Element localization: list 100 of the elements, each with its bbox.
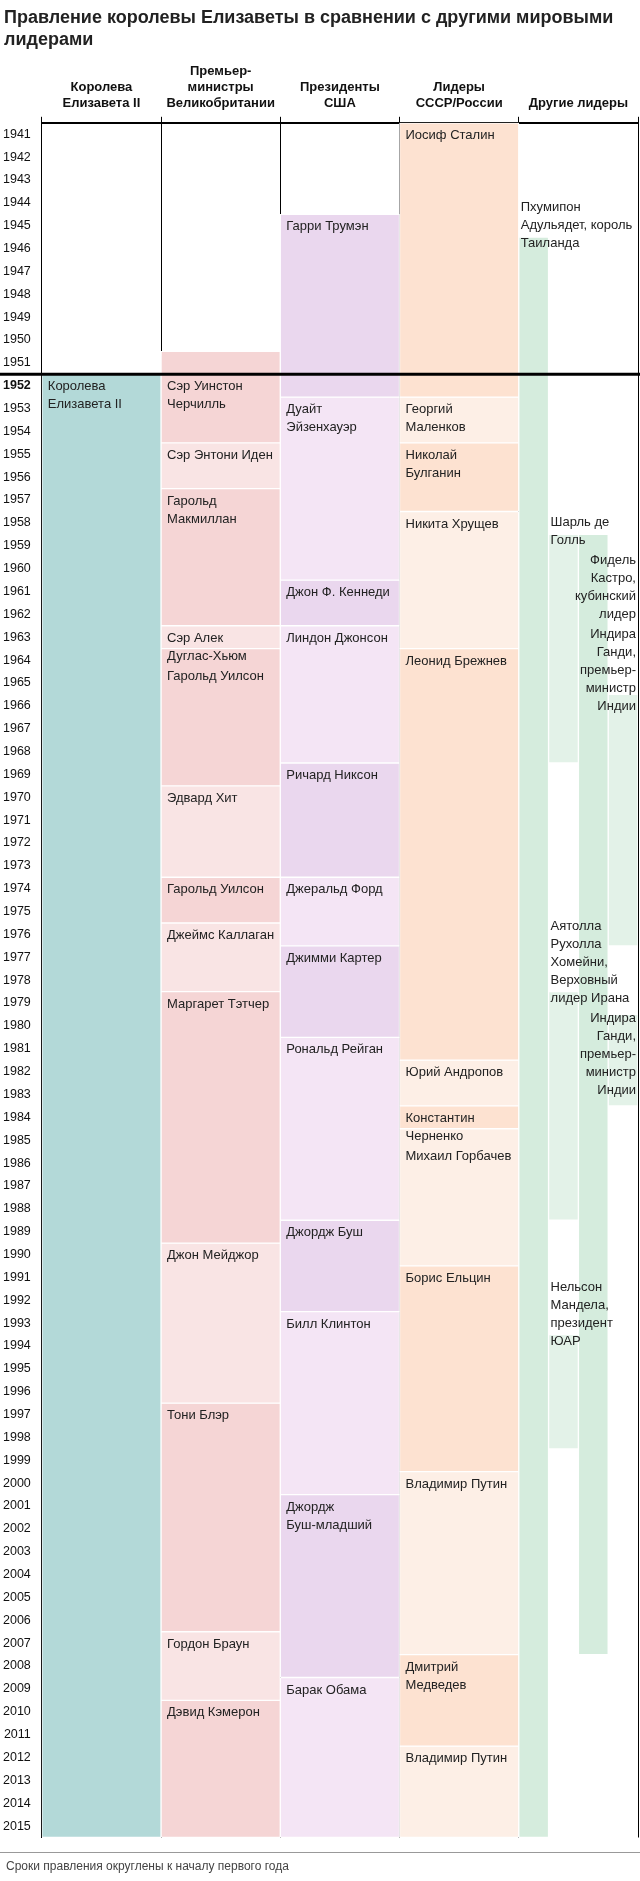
y-tick-label: 2006 <box>3 1612 31 1627</box>
y-tick-label: 1970 <box>3 789 31 804</box>
y-tick-label: 1946 <box>3 241 31 255</box>
y-tick-label: 1994 <box>3 1338 31 1353</box>
y-tick-label: 1996 <box>3 1384 31 1399</box>
y-tick-label: 1973 <box>3 858 31 873</box>
y-tick-label: 2000 <box>3 1475 31 1490</box>
y-tick-label: 2011 <box>3 1727 31 1742</box>
y-tick-label: 2015 <box>3 1818 31 1833</box>
series-label: Билл Клинтон <box>286 1315 371 1331</box>
y-tick-label: 1962 <box>3 606 31 621</box>
y-tick-label: 1990 <box>3 1246 31 1261</box>
series-label: Джеральд Форд <box>286 881 384 897</box>
series-label: Джордж Буш <box>286 1224 364 1240</box>
y-tick-label: 1972 <box>3 835 31 850</box>
series-label: Никита Хрущев <box>405 515 499 531</box>
y-tick-label: 2010 <box>3 1704 31 1719</box>
y-tick-label: 1976 <box>3 926 31 941</box>
series-label: Пхумипон Адульядет, король Таиланда <box>520 199 633 251</box>
series-label: Шарль де Голль <box>550 514 610 548</box>
series-label: Ричард Никсон <box>286 767 378 783</box>
series-label: Георгий Маленков <box>405 401 466 435</box>
series-label: Нельсон Мандела, президент ЮАР <box>550 1278 613 1348</box>
y-tick-label: 1959 <box>3 538 31 553</box>
series-label: Тони Блэр <box>167 1407 230 1423</box>
y-tick-label: 2007 <box>3 1635 31 1650</box>
y-tick-label: 1977 <box>3 949 31 964</box>
series-label: Линдон Джонсон <box>286 629 388 645</box>
y-tick-label: 1952 <box>3 378 31 393</box>
x-tick-label: Другие лидеры <box>528 94 629 110</box>
series-label: Аятолла Рухолла Хомейни, Верховный лидер Ирана <box>550 917 631 1005</box>
y-tick-label: 1992 <box>3 1292 31 1307</box>
series-label: Дмитрий Медведев <box>405 1658 467 1692</box>
series-label: Рональд Рейган <box>286 1041 384 1057</box>
series-label: Николай Булганин <box>405 446 461 480</box>
y-tick-label: 2013 <box>3 1772 31 1787</box>
y-tick-label: 1951 <box>3 355 31 370</box>
y-tick-label: 1953 <box>3 401 31 416</box>
y-tick-label: 1989 <box>3 1224 31 1239</box>
series-label: Михаил Горбачев <box>405 1147 512 1163</box>
y-tick-label: 1979 <box>3 995 31 1010</box>
series-label: Джон Мейджор <box>167 1247 259 1263</box>
series-label: Индира Ганди, премьер-министр Индии <box>580 626 637 714</box>
y-tick-label: 2009 <box>3 1681 31 1696</box>
y-tick-label: 1998 <box>3 1429 31 1444</box>
y-tick-label: 1942 <box>3 149 31 164</box>
y-tick-label: 1971 <box>3 812 31 827</box>
series-label: Джон Ф. Кеннеди <box>286 584 390 600</box>
chart-title: Правление королевы Елизаветы в сравнении с другими мировыми лидерами <box>3 6 615 51</box>
y-tick-label: 1956 <box>3 469 31 484</box>
x-tick-label: Королева Елизавета II <box>62 78 141 110</box>
y-tick-label: 1967 <box>3 721 31 736</box>
series-label: Гарольд Уилсон <box>167 667 264 683</box>
y-tick-label: 1947 <box>3 263 31 278</box>
series-label: Дуайт Эйзенхауэр <box>286 401 357 435</box>
y-tick-label: 1961 <box>3 583 31 598</box>
series-label: Иосиф Сталин <box>405 126 495 142</box>
y-tick-label: 1974 <box>3 881 31 896</box>
series-label: Королева Елизавета II <box>47 378 122 412</box>
y-tick-label: 1991 <box>3 1269 31 1284</box>
y-tick-label: 1958 <box>3 515 31 530</box>
x-tick-label: Президенты США <box>300 78 380 110</box>
y-tick-label: 1960 <box>3 561 31 576</box>
y-tick-label: 1963 <box>3 629 31 644</box>
y-tick-label: 1968 <box>3 743 31 758</box>
series-label: Владимир Путин <box>405 1750 508 1766</box>
y-tick-label: 1975 <box>3 904 31 919</box>
y-tick-label: 1978 <box>3 972 31 987</box>
y-tick-label: 1949 <box>3 309 31 324</box>
series-label: Владимир Путин <box>405 1475 508 1491</box>
y-tick-label: 1995 <box>3 1361 31 1376</box>
y-tick-label: 1984 <box>3 1109 31 1124</box>
series-label: Джордж Буш-младший <box>286 1498 373 1532</box>
series-label: Дэвид Кэмерон <box>167 1704 260 1720</box>
y-tick-label: 1988 <box>3 1201 31 1216</box>
series-label: Барак Обама <box>286 1681 368 1697</box>
series-label: Эдвард Хит <box>167 789 238 805</box>
y-tick-label: 1965 <box>3 675 31 690</box>
series-label: Гарольд Уилсон <box>167 881 264 897</box>
y-tick-label: 1954 <box>3 423 31 438</box>
series-label: Леонид Брежнев <box>405 652 508 668</box>
y-tick-label: 1981 <box>3 1041 31 1056</box>
y-tick-label: 1999 <box>3 1452 31 1467</box>
series-label: Гарри Трумэн <box>286 218 369 234</box>
y-tick-label: 1944 <box>3 195 31 210</box>
y-tick-label: 1948 <box>3 286 31 301</box>
series-label: Борис Ельцин <box>405 1270 491 1286</box>
series-label: Сэр Уинстон Черчилль <box>167 378 243 412</box>
y-tick-label: 2012 <box>3 1749 31 1764</box>
series-label: Гарольд Макмиллан <box>167 492 237 526</box>
y-tick-label: 1983 <box>3 1086 31 1101</box>
y-tick-label: 1964 <box>3 652 31 667</box>
y-tick-label: 1943 <box>3 172 31 187</box>
y-tick-label: 1993 <box>3 1315 31 1330</box>
series-label: Джимми Картер <box>286 949 382 965</box>
y-tick-label: 1969 <box>3 766 31 781</box>
y-tick-label: 1986 <box>3 1155 31 1170</box>
y-tick-label: 1941 <box>3 126 31 141</box>
y-tick-label: 1997 <box>3 1406 31 1421</box>
series-label: Юрий Андропов <box>405 1064 504 1080</box>
